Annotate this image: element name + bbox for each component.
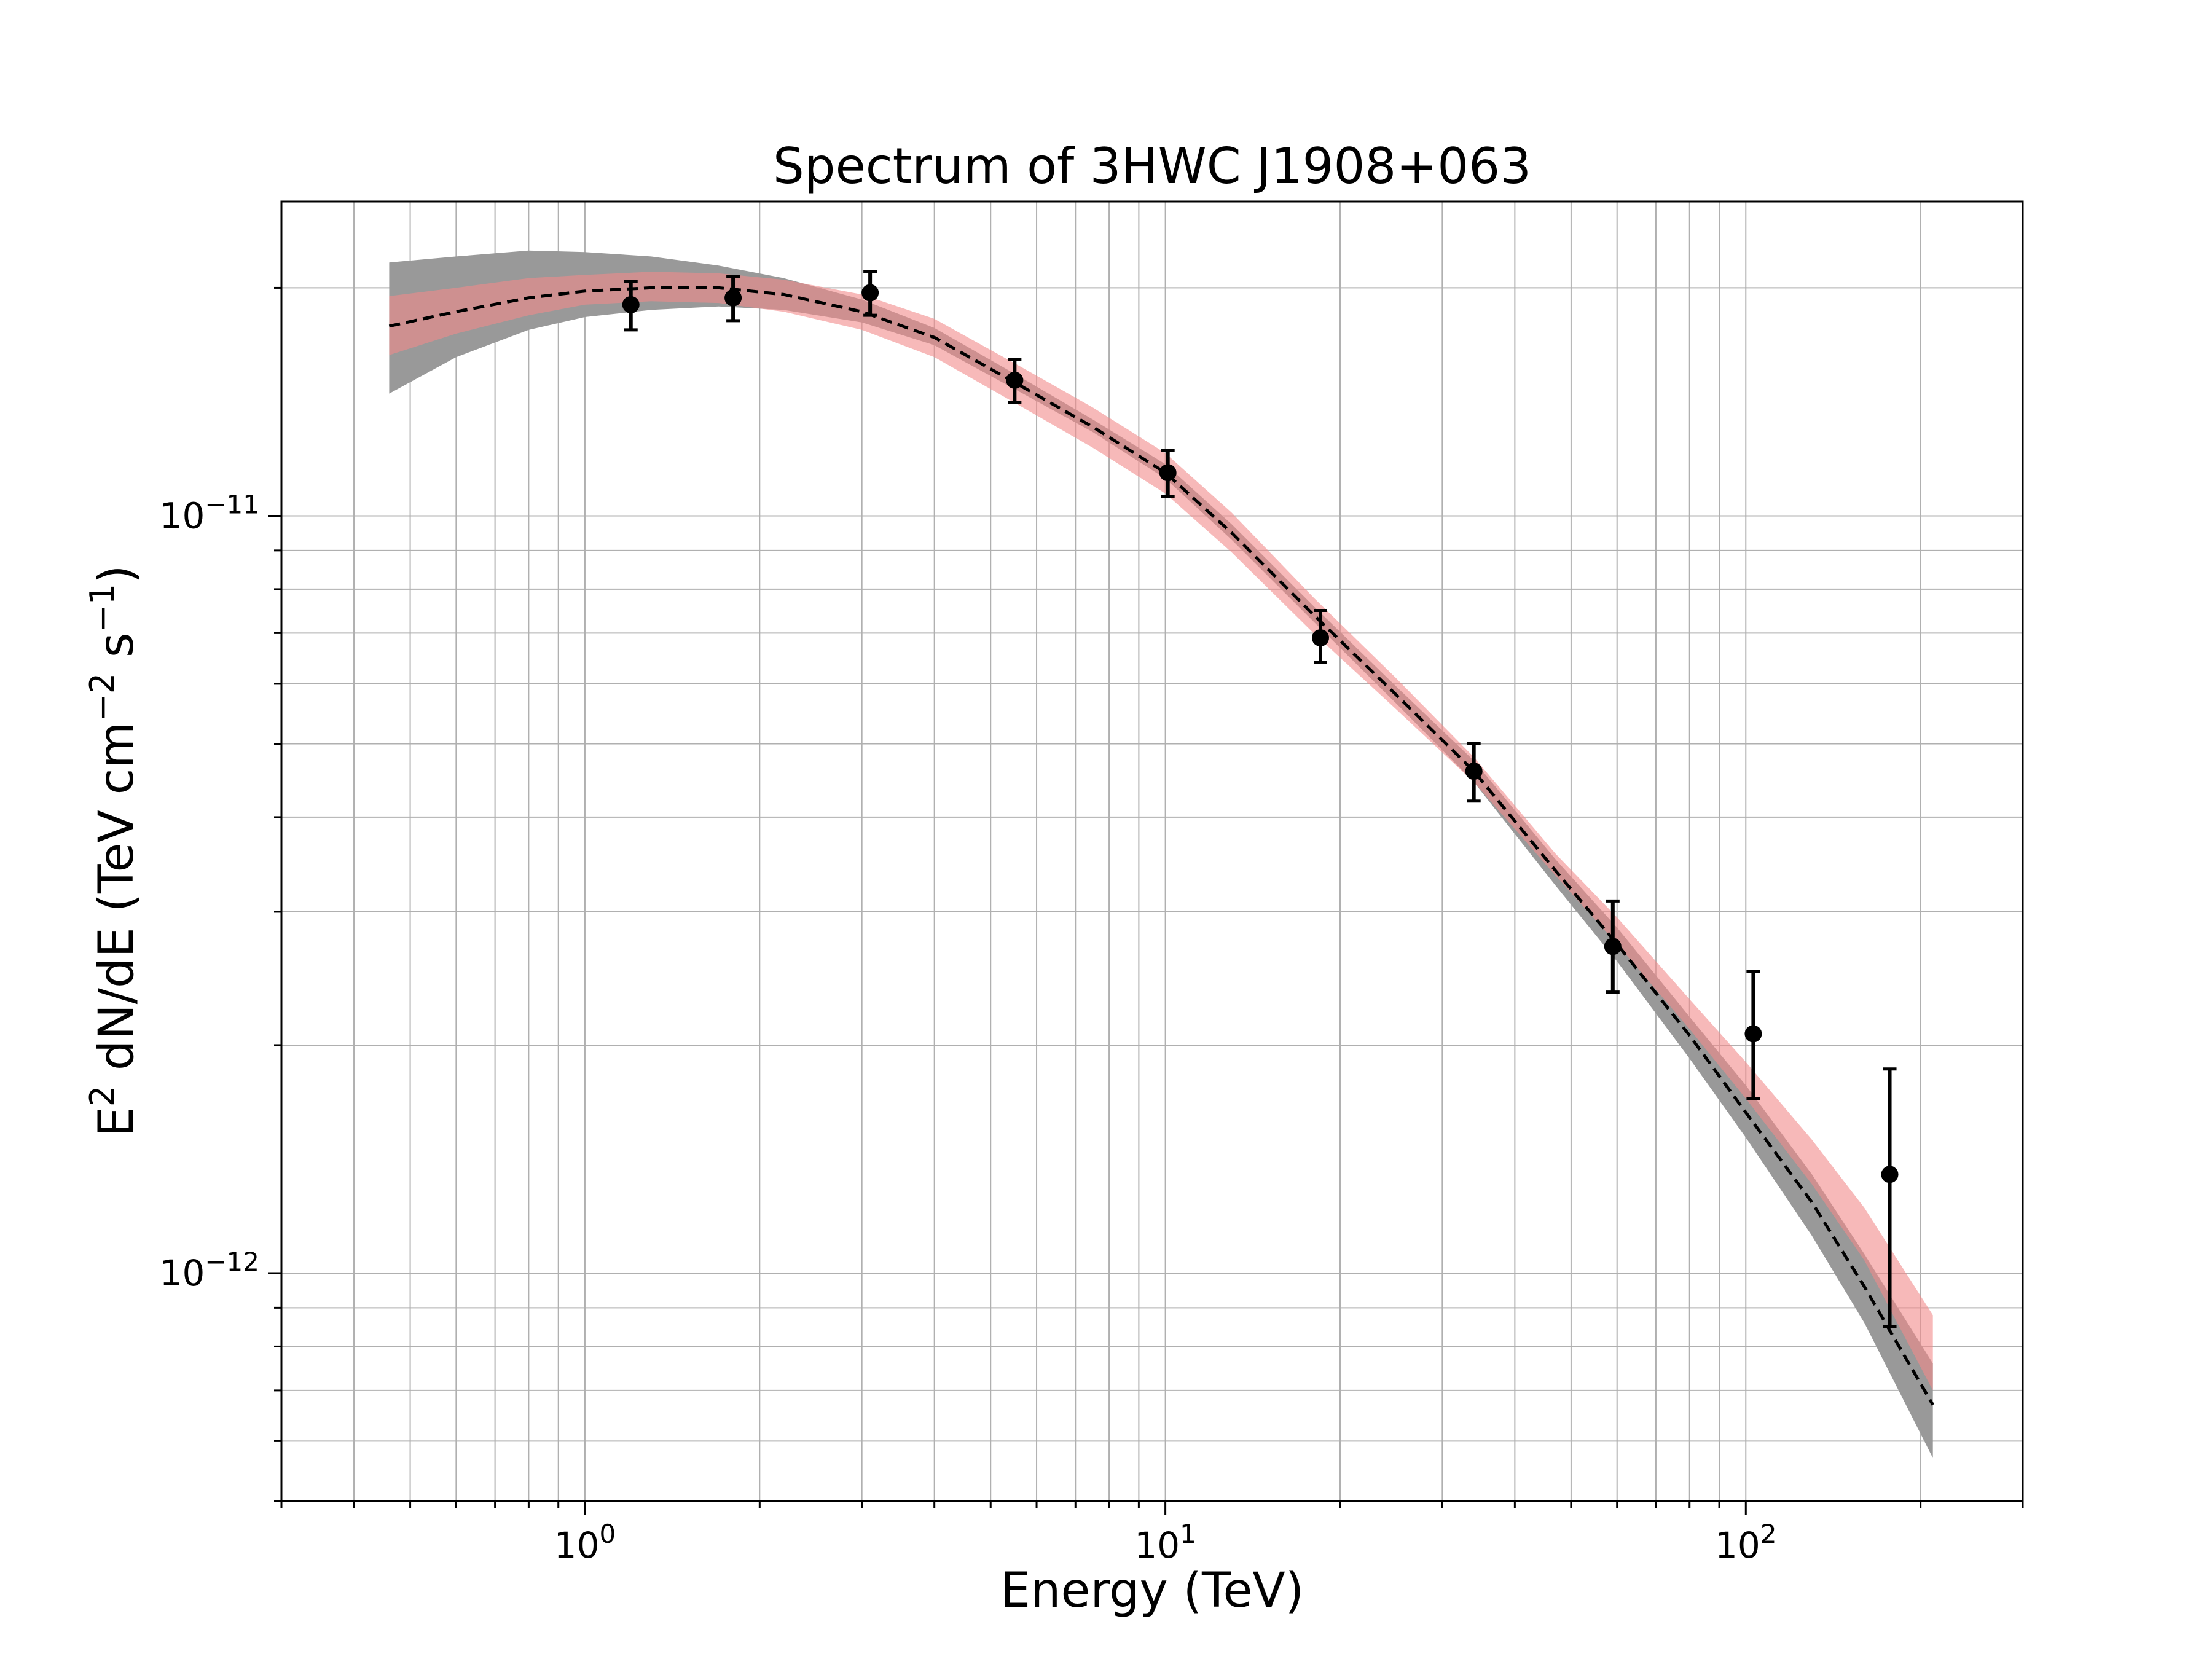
point-marker (1465, 763, 1483, 780)
data-point (1312, 608, 1330, 664)
point-marker (724, 289, 742, 307)
y-label-s-sup: −1 (83, 584, 122, 633)
point-marker (1881, 1166, 1899, 1183)
point-marker (1744, 1025, 1762, 1043)
y-label-e: E (89, 1107, 144, 1137)
y-tick-label: 10−12 (160, 1246, 259, 1294)
model-curve-layer (388, 286, 1934, 1406)
plot-frame (280, 200, 2024, 1502)
data-point (1604, 899, 1622, 994)
point-marker (1312, 629, 1330, 647)
y-label-cm-sup: −2 (83, 673, 122, 722)
point-marker (1159, 464, 1177, 482)
data-point (724, 275, 742, 323)
y-axis-label: E2 dN/dE (TeV cm−2 s−1) (83, 565, 145, 1137)
data-point (1465, 742, 1483, 803)
x-tick-label: 102 (1715, 1519, 1777, 1567)
chart-title: Spectrum of 3HWC J1908+063 (773, 138, 1531, 195)
data-point (622, 280, 640, 332)
data-points (622, 270, 1899, 1328)
y-label-close: ) (89, 565, 144, 583)
x-axis-label: Energy (TeV) (1000, 1563, 1304, 1618)
data-point (1006, 358, 1024, 405)
point-marker (1604, 938, 1622, 955)
y-label-s: s (89, 632, 144, 672)
x-tick-label: 100 (554, 1519, 616, 1567)
y-tick-label: 10−11 (160, 489, 259, 537)
data-point (861, 270, 879, 317)
y-label-mid: dN/dE (TeV cm (89, 722, 144, 1086)
y-label-e-sup: 2 (83, 1086, 122, 1107)
x-tick-label: 101 (1134, 1519, 1196, 1567)
data-point (1744, 970, 1762, 1100)
point-marker (622, 296, 640, 313)
data-point (1159, 449, 1177, 498)
point-marker (861, 284, 879, 302)
data-point (1881, 1067, 1899, 1328)
point-marker (1006, 371, 1024, 389)
axis-ticks: 100 101 102 10−12 10−11 (160, 286, 2024, 1567)
model-curve (388, 286, 1934, 1406)
